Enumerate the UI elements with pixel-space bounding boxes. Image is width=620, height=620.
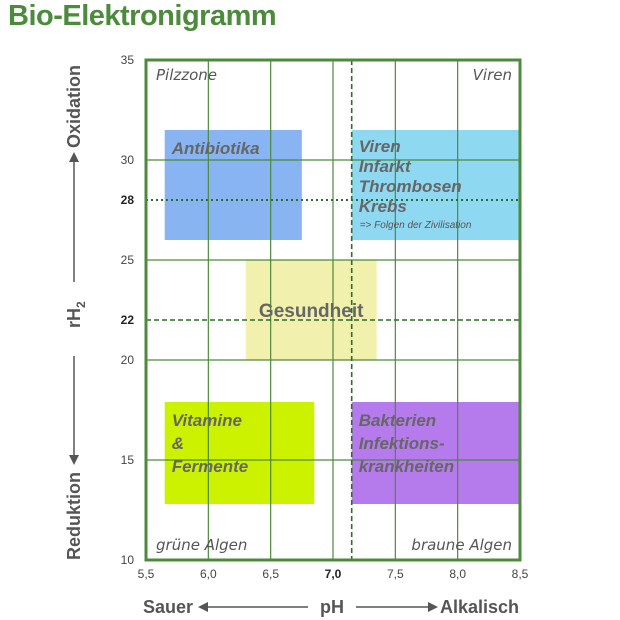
plot-frame (144, 58, 522, 562)
y-axis-label-center: rH2 (64, 301, 88, 328)
region-label-viren-infarkt: Thrombosen (359, 177, 462, 196)
x-tick-label: 8,5 (512, 567, 529, 581)
y-tick-label: 22 (121, 313, 135, 327)
region-vitamine (164, 402, 315, 504)
region-bakterien (351, 402, 520, 504)
corner-label-bottom-left: grüne Algen (156, 536, 247, 554)
x-axis-label-right: Alkalisch (440, 597, 519, 617)
y-tick-label: 30 (121, 153, 135, 167)
x-axis-label-left: Sauer (143, 597, 193, 617)
y-tick-label: 35 (121, 53, 135, 67)
region-gesundheit (245, 260, 377, 360)
region-label-vitamine: Vitamine (172, 411, 242, 430)
region-label-bakterien: Infektions- (359, 434, 445, 453)
y-arrow-up-head (69, 152, 79, 162)
tick-layer: 5,5 6,0 6,5 7,0 7,5 8,0 8,5 10 15 20 22 25 28 30 35 (121, 53, 529, 581)
y-axis-label-top: Oxidation (64, 65, 84, 148)
x-tick-label: 7,5 (387, 567, 404, 581)
reference-lines-layer (146, 60, 520, 560)
region-label-vitamine: Fermente (172, 457, 249, 476)
x-tick-label: 8,0 (449, 567, 466, 581)
x-tick-label: 5,5 (138, 567, 155, 581)
y-axis-label-bottom: Reduktion (64, 472, 84, 560)
y-tick-label: 25 (121, 253, 135, 267)
corner-label-top-left: Pilzzone (156, 66, 217, 84)
corner-labels-layer: Pilzzone Viren grüne Algen braune Algen (156, 66, 512, 554)
region-label-bakterien: krankheiten (359, 457, 454, 476)
x-tick-label: 6,0 (200, 567, 217, 581)
region-antibiotika (164, 130, 302, 240)
region-label-viren-infarkt: Infarkt (359, 157, 412, 176)
x-tick-label: 7,0 (325, 567, 342, 581)
region-label-viren-infarkt: Krebs (359, 197, 407, 216)
region-label-viren-infarkt: Viren (359, 137, 401, 156)
y-arrow-down-head (69, 455, 79, 465)
region-label-antibiotika: Antibiotika (171, 139, 260, 158)
y-tick-label: 20 (121, 353, 135, 367)
x-arrow-left-head (198, 602, 208, 612)
corner-label-top-right: Viren (473, 66, 512, 84)
x-tick-label: 6,5 (262, 567, 279, 581)
frame-layer (144, 58, 522, 562)
y-tick-label: 15 (121, 453, 135, 467)
corner-label-bottom-right: braune Algen (411, 536, 512, 554)
region-label-vitamine: & (172, 434, 184, 453)
region-label-gesundheit: Gesundheit (259, 301, 364, 322)
region-label-bakterien: Bakterien (359, 411, 436, 430)
y-tick-label: 28 (121, 193, 135, 207)
region-note-viren-infarkt: => Folgen der Zivilisation (360, 220, 472, 231)
axis-labels-layer: Sauer pH Alkalisch Reduktion Oxidation rH2 (64, 65, 519, 617)
region-viren-infarkt (351, 130, 520, 240)
y-axis-label-group: Reduktion Oxidation rH2 (64, 65, 88, 560)
grid-layer (146, 60, 520, 560)
regions-layer (164, 130, 520, 504)
page-title: Bio-Elektronigramm (8, 0, 277, 32)
y-tick-label: 10 (121, 553, 135, 567)
x-arrow-right-head (428, 602, 438, 612)
x-axis-label-center: pH (320, 597, 344, 617)
